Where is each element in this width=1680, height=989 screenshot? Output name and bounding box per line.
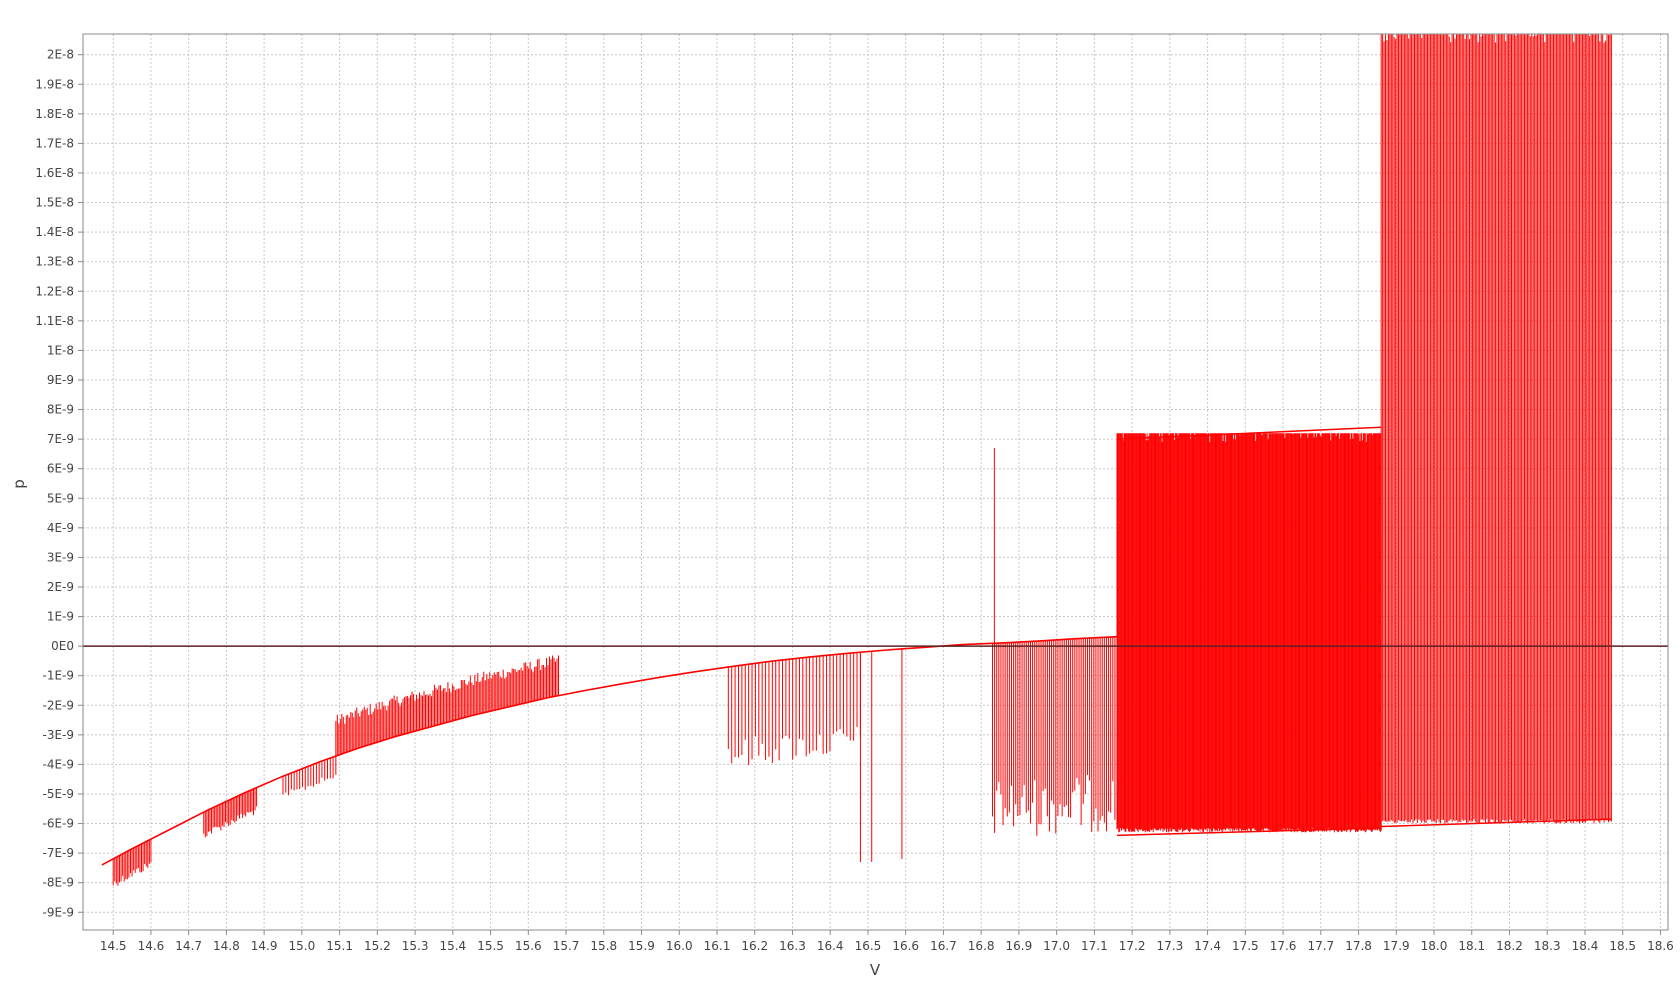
y-tick-label: 1.8E-8 — [35, 107, 74, 121]
y-tick-label: 1.3E-8 — [35, 255, 74, 269]
spike-band-layer — [112, 34, 1612, 886]
x-tick-label: 17.2 — [1119, 939, 1146, 953]
x-tick-label: 16.1 — [704, 939, 731, 953]
y-tick-label: 0E0 — [51, 639, 74, 653]
y-tick-label: 1.1E-8 — [35, 314, 74, 328]
y-tick-label: 6E-9 — [47, 462, 74, 476]
x-tick-label: 18.4 — [1572, 939, 1599, 953]
x-tick-label: 18.6 — [1647, 939, 1674, 953]
y-tick-label: 1.4E-8 — [35, 225, 74, 239]
x-tick-label: 15.2 — [364, 939, 391, 953]
x-tick-label: 15.3 — [402, 939, 429, 953]
x-tick-label: 17.4 — [1194, 939, 1221, 953]
y-tick-label: 1.5E-8 — [35, 196, 74, 210]
x-tick-label: 17.5 — [1232, 939, 1259, 953]
y-tick-label: 1.9E-8 — [35, 77, 74, 91]
x-tick-label: 17.0 — [1043, 939, 1070, 953]
x-tick-label: 18.0 — [1421, 939, 1448, 953]
x-tick-label: 18.3 — [1534, 939, 1561, 953]
x-tick-label: 16.5 — [855, 939, 882, 953]
y-tick-label: -6E-9 — [42, 817, 74, 831]
y-tick-label: -3E-9 — [42, 728, 74, 742]
y-tick-label: 4E-9 — [47, 521, 74, 535]
x-tick-label: 17.3 — [1156, 939, 1183, 953]
x-tick-label: 17.6 — [1270, 939, 1297, 953]
band-bottom-line — [1117, 827, 1382, 837]
x-tick-label: 18.1 — [1458, 939, 1485, 953]
x-tick-label: 16.8 — [968, 939, 995, 953]
x-tick-label: 17.1 — [1081, 939, 1108, 953]
y-tick-label: 1.2E-8 — [35, 284, 74, 298]
x-tick-label: 15.8 — [590, 939, 617, 953]
y-tick-label: 1E-8 — [47, 343, 74, 357]
x-tick-label: 16.0 — [666, 939, 693, 953]
x-axis-label: V — [870, 961, 881, 979]
y-tick-label: -7E-9 — [42, 846, 74, 860]
x-tick-label: 18.2 — [1496, 939, 1523, 953]
x-tick-label: 18.5 — [1609, 939, 1636, 953]
x-tick-label: 15.7 — [553, 939, 580, 953]
x-tick-label: 14.5 — [100, 939, 127, 953]
y-tick-label: -2E-9 — [42, 698, 74, 712]
x-tick-label: 15.1 — [326, 939, 353, 953]
band-top-line — [1116, 426, 1382, 440]
x-tick-label: 16.2 — [741, 939, 768, 953]
y-tick-label: 7E-9 — [47, 432, 74, 446]
y-tick-label: 1E-9 — [47, 610, 74, 624]
x-tick-label: 16.4 — [817, 939, 844, 953]
x-tick-label: 14.9 — [251, 939, 278, 953]
y-tick-label: -9E-9 — [42, 905, 74, 919]
plot-border — [82, 33, 1669, 931]
x-tick-label: 15.0 — [289, 939, 316, 953]
y-tick-label: 3E-9 — [47, 550, 74, 564]
x-tick-label: 15.9 — [628, 939, 655, 953]
y-axis-label: p — [10, 479, 28, 489]
y-tick-label: 5E-9 — [47, 491, 74, 505]
band-bottom-line — [1381, 818, 1612, 828]
y-tick-label: -4E-9 — [42, 757, 74, 771]
y-tick-label: 2E-8 — [47, 48, 74, 62]
x-tick-label: 14.7 — [175, 939, 202, 953]
x-tick-label: 14.8 — [213, 939, 240, 953]
y-tick-label: -8E-9 — [42, 876, 74, 890]
y-tick-label: 2E-9 — [47, 580, 74, 594]
y-tick-label: 9E-9 — [47, 373, 74, 387]
x-tick-label: 15.4 — [439, 939, 466, 953]
x-tick-label: 17.7 — [1307, 939, 1334, 953]
x-tick-label: 16.9 — [1006, 939, 1033, 953]
x-tick-label: 16.7 — [930, 939, 957, 953]
x-tick-label: 16.3 — [779, 939, 806, 953]
y-tick-label: 8E-9 — [47, 403, 74, 417]
x-tick-label: 17.8 — [1345, 939, 1372, 953]
x-tick-label: 16.6 — [892, 939, 919, 953]
y-tick-label: -5E-9 — [42, 787, 74, 801]
x-tick-label: 15.5 — [477, 939, 504, 953]
y-tick-label: 1.7E-8 — [35, 136, 74, 150]
x-tick-label: 15.6 — [515, 939, 542, 953]
y-tick-label: 1.6E-8 — [35, 166, 74, 180]
x-tick-label: 17.9 — [1383, 939, 1410, 953]
x-tick-label: 14.6 — [138, 939, 165, 953]
y-tick-label: -1E-9 — [42, 669, 74, 683]
axis-layer: 14.5 14.6 14.7 14.8 14.9 15.0 15.1 15.2 15.3 15.4… — [35, 33, 1674, 953]
